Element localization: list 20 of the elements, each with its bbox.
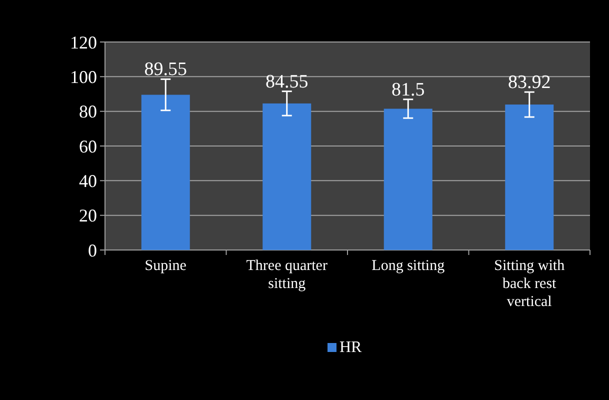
data-label: 89.55 xyxy=(144,59,187,80)
y-tick-label: 80 xyxy=(79,102,97,122)
legend-label: HR xyxy=(340,339,362,356)
x-tick-label: Long sitting xyxy=(372,258,446,274)
y-tick-label: 120 xyxy=(70,32,97,52)
x-tick-label: Sitting with back rest vertical xyxy=(494,258,566,310)
data-label: 81.5 xyxy=(392,79,425,100)
bar xyxy=(505,104,554,250)
y-tick-label: 20 xyxy=(79,206,97,226)
data-label: 83.92 xyxy=(508,72,551,94)
x-tick-label: Supine xyxy=(144,258,187,274)
y-tick-label: 100 xyxy=(70,66,97,87)
x-tick-label: Three quarter sitting xyxy=(246,258,328,292)
bar xyxy=(262,103,312,250)
y-tick-label: 40 xyxy=(79,170,97,191)
bar xyxy=(384,108,432,250)
data-label: 84.55 xyxy=(266,71,308,92)
bar xyxy=(141,94,190,250)
y-tick-label: 0 xyxy=(88,240,97,260)
y-tick-label: 60 xyxy=(79,136,97,156)
